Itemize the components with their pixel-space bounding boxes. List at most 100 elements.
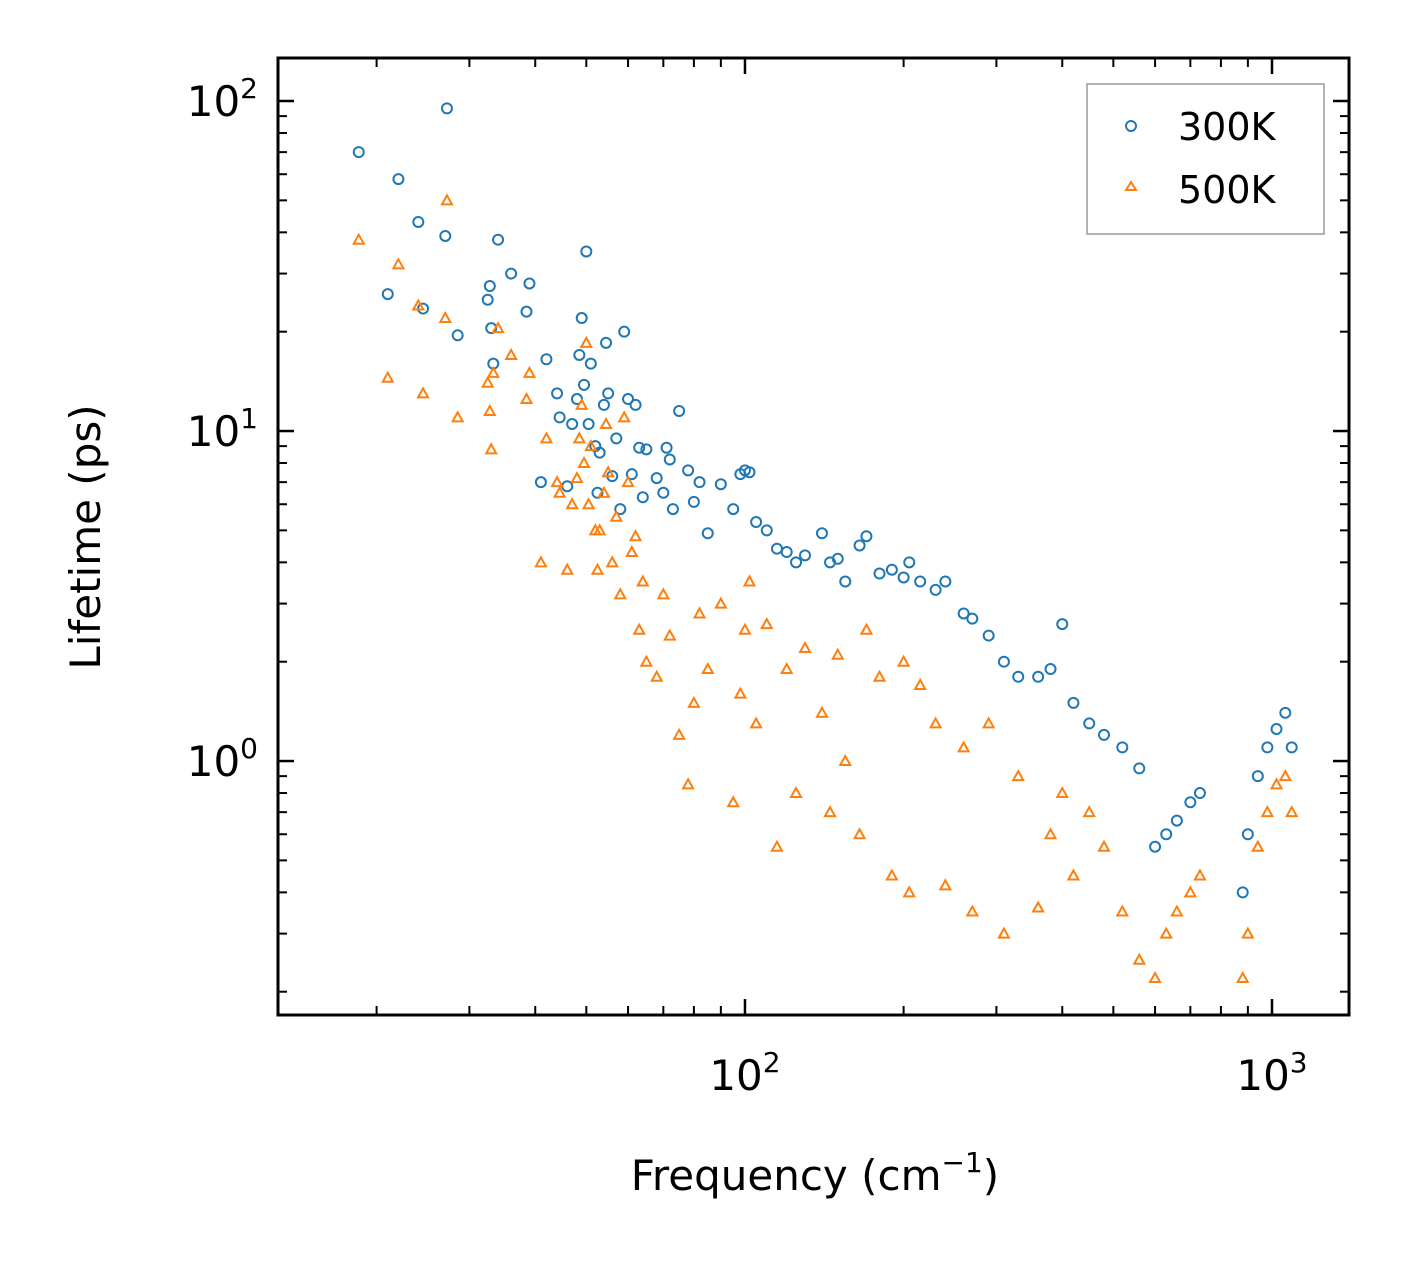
point-300K: [614, 503, 627, 516]
y-tick-label: 102: [187, 72, 258, 126]
point-300K: [831, 552, 844, 565]
point-300K: [602, 387, 615, 400]
point-500K: [1170, 904, 1184, 917]
x-axis-title: Frequency (cm−1): [631, 1146, 999, 1200]
point-500K: [663, 628, 677, 641]
point-500K: [770, 839, 784, 852]
point-300K: [566, 418, 579, 431]
point-300K: [714, 478, 727, 491]
point-500K: [714, 596, 728, 609]
point-300K: [523, 277, 536, 290]
point-300K: [483, 280, 496, 293]
point-500K: [1241, 926, 1255, 939]
point-500K: [815, 705, 829, 718]
y-tick-labels: 100 101 102: [187, 72, 258, 786]
point-500K: [1260, 805, 1275, 818]
point-500K: [481, 375, 495, 388]
point-500K: [504, 347, 518, 360]
point-500K: [621, 475, 635, 488]
point-500K: [1183, 885, 1198, 898]
point-500K: [1159, 926, 1173, 939]
point-500K: [838, 753, 852, 767]
point-300K: [629, 398, 642, 411]
point-300K: [593, 446, 606, 459]
point-500K: [1285, 805, 1299, 818]
point-500K: [872, 669, 887, 682]
point-300K: [618, 325, 631, 338]
point-300K: [885, 563, 898, 576]
point-300K: [914, 575, 927, 588]
point-500K: [550, 475, 564, 488]
point-300K: [520, 305, 533, 318]
point-300K: [481, 293, 494, 306]
point-300K: [1236, 886, 1249, 899]
point-300K: [799, 549, 812, 562]
point-300K: [1261, 741, 1274, 754]
point-500K: [552, 485, 567, 498]
point-500K: [798, 640, 812, 654]
point-500K: [391, 257, 406, 270]
point-500K: [352, 232, 366, 245]
point-500K: [1097, 839, 1111, 852]
x-tick-label: 103: [1236, 1046, 1307, 1100]
point-300K: [553, 411, 566, 424]
point-300K: [575, 312, 588, 325]
point-500K: [491, 321, 505, 334]
point-500K: [450, 410, 465, 423]
point-500K: [574, 397, 589, 410]
point-300K: [770, 542, 783, 555]
point-500K: [1251, 839, 1265, 852]
point-500K: [692, 606, 707, 619]
point-300K: [760, 524, 773, 537]
point-500K: [938, 878, 953, 891]
point-300K: [929, 583, 942, 596]
data-points: [352, 102, 1299, 984]
legend: 300K 500K: [1086, 83, 1325, 235]
point-500K: [572, 431, 587, 444]
point-500K: [438, 310, 452, 324]
point-300K: [640, 443, 653, 456]
point-500K: [1055, 785, 1069, 799]
point-300K: [1270, 723, 1283, 736]
point-500K: [605, 555, 619, 568]
point-500K: [599, 416, 613, 430]
point-500K: [570, 471, 584, 484]
point-500K: [687, 695, 701, 708]
point-300K: [966, 612, 979, 625]
point-300K: [597, 398, 610, 411]
point-300K: [1044, 663, 1057, 676]
point-300K: [957, 607, 970, 620]
point-300K: [440, 102, 453, 115]
point-500K: [522, 365, 537, 378]
point-500K: [579, 335, 594, 348]
point-500K: [997, 926, 1011, 939]
point-500K: [1132, 952, 1146, 965]
point-300K: [573, 348, 586, 361]
point-300K: [352, 146, 365, 159]
point-500K: [1193, 868, 1207, 881]
point-500K: [1236, 970, 1250, 984]
point-300K: [780, 545, 793, 558]
legend-marker-300k: [1125, 120, 1137, 132]
point-500K: [859, 622, 874, 635]
point-300K: [897, 571, 910, 584]
point-500K: [1066, 868, 1081, 881]
point-300K: [1116, 741, 1129, 754]
point-500K: [1278, 769, 1293, 782]
point-300K: [580, 245, 593, 258]
point-300K: [412, 215, 425, 228]
point-500K: [1011, 769, 1025, 782]
point-500K: [681, 777, 695, 790]
point-500K: [486, 365, 500, 378]
point-300K: [660, 441, 673, 454]
point-500K: [779, 661, 794, 675]
legend-marker-500k: [1124, 180, 1138, 191]
point-500K: [656, 587, 671, 600]
point-300K: [633, 441, 646, 454]
point-300K: [997, 655, 1010, 668]
point-300K: [1149, 840, 1162, 853]
point-300K: [853, 539, 866, 552]
point-500K: [726, 795, 740, 808]
point-300K: [750, 516, 763, 529]
point-500K: [733, 686, 748, 699]
